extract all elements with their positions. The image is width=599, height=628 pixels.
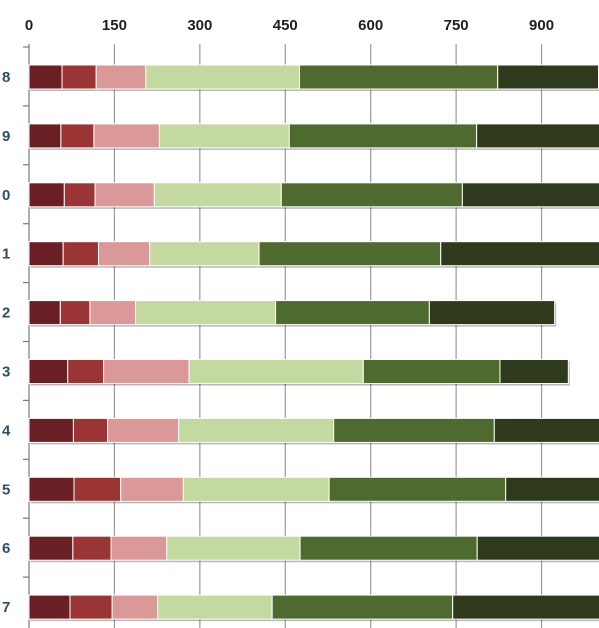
bar-segment-7-s5 <box>271 594 454 620</box>
bar-segment-6-s2 <box>72 535 112 561</box>
bar-segment-4-s1 <box>28 417 74 443</box>
bar-segment-9-s3 <box>93 123 160 149</box>
bar-segment-6-s6 <box>476 535 599 561</box>
bar-segment-6-s3 <box>110 535 168 561</box>
bar-row-4 <box>28 417 599 445</box>
bar-segment-2-s2 <box>59 300 91 326</box>
bar-segment-3-s5 <box>362 359 501 384</box>
x-tick-label-150: 150 <box>102 17 127 34</box>
bar-segment-8-s6 <box>497 64 599 90</box>
y-category-label-3: 3 <box>2 364 10 381</box>
bar-segment-0-s3 <box>94 182 155 208</box>
bar-segment-2-s5 <box>275 300 430 326</box>
bar-segment-9-s1 <box>28 123 62 149</box>
bar-segment-0-s1 <box>28 182 65 208</box>
y-category-label-4: 4 <box>2 422 11 439</box>
bar-segment-6-s4 <box>166 535 301 561</box>
bar-segment-3-s4 <box>188 359 364 384</box>
bar-segment-2-s6 <box>428 300 556 326</box>
x-axis-tick-labels: 0 150 300 450 600 750 900 <box>25 17 554 34</box>
y-category-label-8: 8 <box>2 69 10 86</box>
bar-segment-2-s4 <box>134 300 277 326</box>
bar-row-8 <box>28 64 599 91</box>
bar-row-0 <box>28 182 599 209</box>
y-category-label-0: 0 <box>2 187 10 204</box>
bar-segment-4-s3 <box>107 417 180 443</box>
bar-segment-5-s2 <box>73 476 122 502</box>
bar-segment-0-s5 <box>280 182 463 208</box>
bar-row-6 <box>28 535 599 563</box>
bar-segment-6-s5 <box>299 535 478 561</box>
bar-segment-1-s5 <box>258 241 442 267</box>
bar-row-2 <box>28 300 557 327</box>
bar-segment-9-s6 <box>476 123 599 149</box>
y-axis-category-labels: 8 9 0 1 2 3 4 5 6 7 <box>2 69 11 616</box>
x-tick-label-900: 900 <box>529 17 554 34</box>
x-tick-label-600: 600 <box>358 17 383 34</box>
bars-layer <box>28 64 599 622</box>
y-category-label-9: 9 <box>2 128 10 145</box>
y-category-label-2: 2 <box>2 305 10 322</box>
bar-segment-7-s6 <box>452 594 599 620</box>
bar-segment-6-s1 <box>28 535 74 561</box>
bar-segment-3-s6 <box>499 359 569 384</box>
bar-row-1 <box>28 241 599 268</box>
bar-segment-2-s1 <box>28 300 61 326</box>
y-category-label-5: 5 <box>2 481 10 498</box>
bar-segment-4-s4 <box>178 417 335 443</box>
bar-row-9 <box>28 123 599 150</box>
bar-segment-8-s2 <box>61 64 97 90</box>
bar-row-3 <box>28 359 570 386</box>
y-category-label-1: 1 <box>2 246 10 263</box>
y-category-label-7: 7 <box>2 599 10 616</box>
bar-segment-8-s5 <box>299 64 499 90</box>
bar-segment-1-s2 <box>62 241 99 267</box>
bar-segment-9-s5 <box>288 123 478 149</box>
bar-segment-1-s4 <box>149 241 260 267</box>
bar-segment-9-s4 <box>158 123 290 149</box>
bar-segment-0-s4 <box>153 182 282 208</box>
bar-segment-7-s2 <box>69 594 113 620</box>
x-tick-label-300: 300 <box>187 17 212 34</box>
bar-row-5 <box>28 476 599 504</box>
x-tick-label-750: 750 <box>444 17 469 34</box>
bar-segment-1-s6 <box>440 241 599 267</box>
bar-segment-9-s2 <box>60 123 95 149</box>
bar-segment-3-s1 <box>28 359 69 384</box>
bar-segment-8-s4 <box>145 64 301 90</box>
bar-segment-1-s3 <box>97 241 151 267</box>
bar-segment-5-s4 <box>182 476 330 502</box>
bar-segment-5-s1 <box>28 476 75 502</box>
bar-segment-3-s3 <box>103 359 190 384</box>
y-category-label-6: 6 <box>2 540 10 557</box>
bar-segment-7-s3 <box>111 594 159 620</box>
x-tick-label-450: 450 <box>273 17 298 34</box>
bar-segment-2-s3 <box>89 300 136 326</box>
bar-segment-3-s2 <box>67 359 105 384</box>
bar-segment-7-s1 <box>28 594 71 620</box>
bar-row-7 <box>28 594 599 622</box>
x-tick-label-0: 0 <box>25 17 33 34</box>
bar-segment-7-s4 <box>157 594 273 620</box>
bar-segment-5-s3 <box>120 476 184 502</box>
bar-segment-5-s5 <box>328 476 507 502</box>
bar-segment-4-s5 <box>333 417 495 443</box>
bar-segment-1-s1 <box>28 241 64 267</box>
bar-segment-8-s3 <box>95 64 147 90</box>
bar-segment-0-s6 <box>461 182 599 208</box>
bar-segment-4-s2 <box>72 417 109 443</box>
bar-segment-8-s1 <box>28 64 63 90</box>
bar-segment-4-s6 <box>493 417 599 443</box>
bar-segment-5-s6 <box>505 476 599 502</box>
bar-segment-0-s2 <box>63 182 96 208</box>
